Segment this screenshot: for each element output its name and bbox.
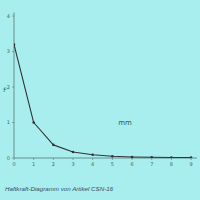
y-tick-label: 1	[7, 119, 10, 125]
x-tick-label: 8	[170, 161, 173, 167]
x-tick	[73, 158, 74, 160]
marker	[150, 156, 153, 158]
marker	[170, 156, 173, 158]
x-tick	[92, 158, 93, 160]
y-tick	[12, 51, 14, 52]
y-tick	[12, 158, 14, 159]
x-tick	[191, 158, 192, 160]
marker	[32, 121, 35, 124]
x-tick	[53, 158, 54, 160]
y-tick	[12, 16, 14, 17]
y-axis	[14, 13, 15, 159]
marker	[52, 144, 55, 147]
y-tick-label: 0	[7, 155, 10, 161]
x-tick-label: 5	[111, 161, 114, 167]
x-axis-label: mm	[118, 119, 132, 127]
chart-root: 0 1 2 3 4 5 6 7 8 9 0 1 2 3 4 mm F Haftkraft-Diagramm von…	[0, 0, 200, 200]
x-tick-label: 4	[91, 161, 94, 167]
plot-area	[14, 43, 192, 158]
x-tick	[132, 158, 133, 160]
marker	[91, 154, 94, 157]
x-tick	[171, 158, 172, 160]
y-tick-label: 4	[7, 13, 10, 19]
x-tick-label: 0	[12, 161, 15, 167]
marker	[190, 156, 193, 158]
chart: 0 1 2 3 4 5 6 7 8 9 0 1 2 3 4 mm F Haftkraft-Diagramm von…	[0, 0, 200, 200]
y-tick	[12, 87, 14, 88]
y-tick-label: 3	[7, 48, 10, 54]
x-tick-label: 9	[190, 161, 193, 167]
x-tick-label: 7	[150, 161, 153, 167]
marker	[14, 43, 15, 46]
x-tick	[151, 158, 152, 160]
caption: Haftkraft-Diagramm von Artikel CSN-16	[5, 185, 114, 192]
y-tick-label: 2	[7, 84, 10, 90]
x-tick-label: 2	[52, 161, 55, 167]
line	[14, 44, 191, 157]
x-tick-label: 1	[32, 161, 35, 167]
x-tick	[33, 158, 34, 160]
marker	[111, 155, 114, 158]
x-tick	[112, 158, 113, 160]
marker	[72, 151, 75, 154]
x-tick-label: 3	[71, 161, 74, 167]
marker	[131, 156, 134, 158]
y-tick	[12, 122, 14, 123]
x-tick-label: 6	[130, 161, 133, 167]
y-axis-label: F	[3, 86, 7, 93]
background	[0, 0, 200, 200]
